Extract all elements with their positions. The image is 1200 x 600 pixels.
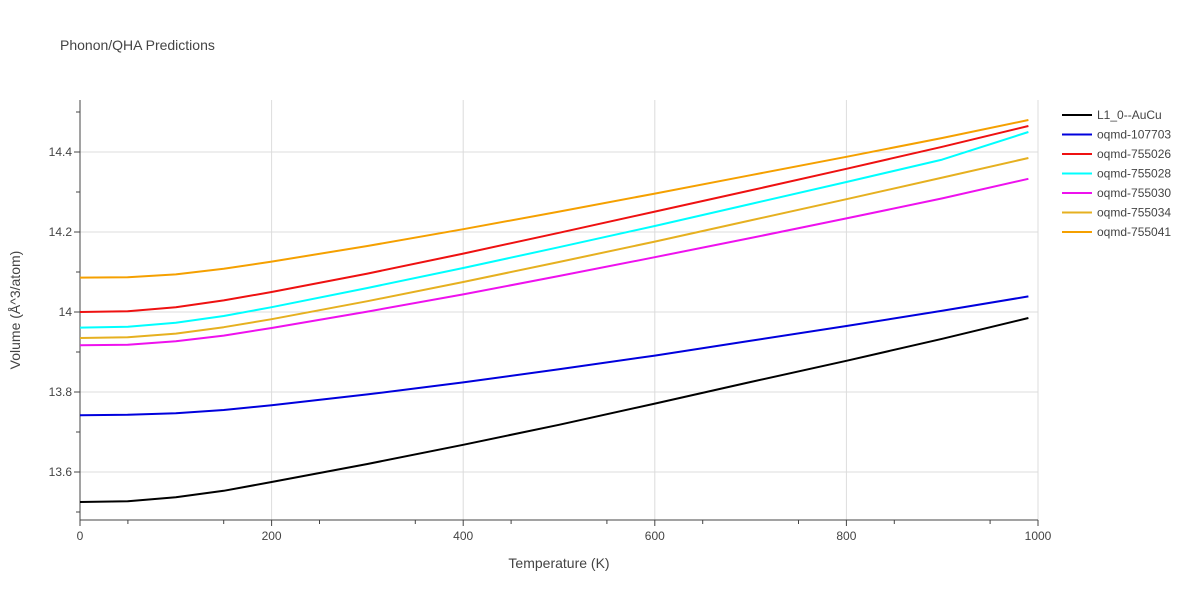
- y-tick-label: 14.4: [49, 145, 73, 159]
- axes: 0 200 400 600 800 1000 13.6 13.8 14 14.2 14.4: [49, 100, 1052, 543]
- series-line: [79, 157, 1029, 339]
- legend-label: oqmd-107703: [1097, 128, 1171, 142]
- legend-label: oqmd-755030: [1097, 186, 1171, 200]
- y-tick-label: 13.6: [49, 465, 73, 479]
- legend-item[interactable]: oqmd-755041: [1062, 225, 1171, 239]
- legend-label: oqmd-755041: [1097, 225, 1171, 239]
- x-tick-label: 800: [836, 529, 856, 543]
- x-tick-label: 0: [77, 529, 84, 543]
- legend-label: oqmd-755026: [1097, 147, 1171, 161]
- legend-label: oqmd-755034: [1097, 206, 1171, 220]
- series-line: [79, 295, 1029, 417]
- series-line: [79, 125, 1029, 313]
- gridlines: [80, 100, 1039, 520]
- x-tick-label: 1000: [1025, 529, 1052, 543]
- y-tick-label: 14.2: [49, 225, 73, 239]
- legend-item[interactable]: oqmd-755026: [1062, 147, 1171, 161]
- legend-label: L1_0--AuCu: [1097, 108, 1162, 122]
- x-tick-label: 200: [262, 529, 282, 543]
- series-line: [79, 119, 1029, 279]
- legend[interactable]: L1_0--AuCu oqmd-107703 oqmd-755026 oqmd-755…: [1062, 108, 1171, 239]
- legend-label: oqmd-755028: [1097, 167, 1171, 181]
- chart-title: Phonon/QHA Predictions: [60, 37, 215, 53]
- series-lines: [79, 119, 1029, 503]
- y-axis-title: Volume (Å^3/atom): [7, 251, 23, 370]
- x-tick-label: 400: [453, 529, 473, 543]
- x-axis-title: Temperature (K): [508, 555, 609, 571]
- legend-item[interactable]: oqmd-755030: [1062, 186, 1171, 200]
- y-tick-label: 14: [59, 305, 73, 319]
- x-tick-label: 600: [645, 529, 665, 543]
- legend-item[interactable]: L1_0--AuCu: [1062, 108, 1162, 122]
- y-tick-label: 13.8: [49, 385, 73, 399]
- series-line: [79, 131, 1029, 329]
- legend-item[interactable]: oqmd-755034: [1062, 206, 1171, 220]
- series-line: [79, 317, 1029, 503]
- legend-item[interactable]: oqmd-107703: [1062, 128, 1171, 142]
- series-line: [79, 177, 1029, 347]
- legend-item[interactable]: oqmd-755028: [1062, 167, 1171, 181]
